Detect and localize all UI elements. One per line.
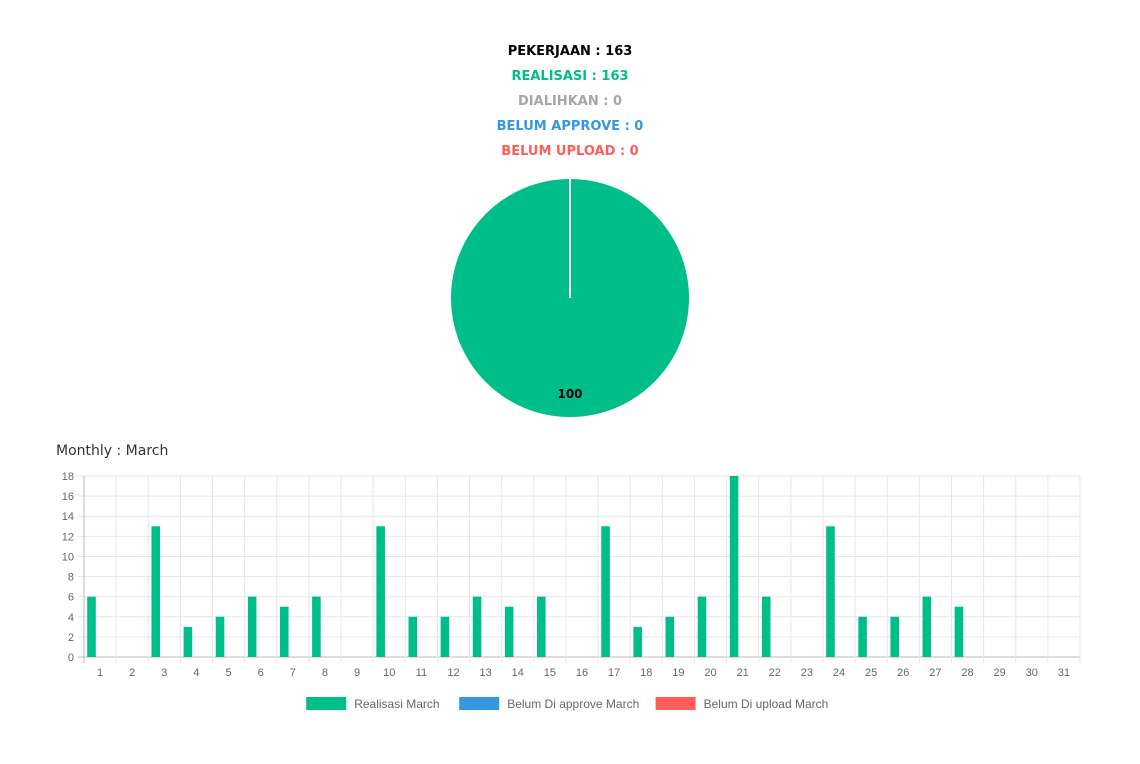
bar [697,596,707,657]
y-tick-label: 0 [68,652,74,664]
x-tick-label: 31 [1058,667,1070,679]
legend-swatch[interactable] [459,697,500,710]
x-tick-label: 14 [512,667,524,679]
legend-label[interactable]: Belum Di upload March [704,697,829,711]
x-tick-label: 3 [161,667,167,679]
y-tick-label: 10 [62,551,74,563]
y-tick-label: 12 [62,531,74,543]
summary-block: PEKERJAAN : 163 REALISASI : 163 DIALIHKA… [0,42,1140,167]
legend-label[interactable]: Realisasi March [354,697,439,711]
y-tick-label: 4 [68,612,74,624]
x-tick-label: 11 [416,667,427,679]
x-tick-label: 19 [672,667,684,679]
bar [376,526,385,657]
bar [440,616,450,657]
bar [665,616,675,657]
bar [761,596,771,657]
y-tick-label: 8 [68,572,74,584]
legend-swatch[interactable] [655,697,696,710]
bar [826,526,835,657]
y-tick-label: 18 [62,471,74,483]
dialihkan-total: DIALIHKAN : 0 [518,94,622,109]
bar [890,616,900,657]
y-tick-label: 16 [62,491,74,503]
pekerjaan-total: PEKERJAAN : 163 [507,44,633,59]
y-tick-label: 2 [68,632,74,644]
x-tick-label: 7 [290,667,296,679]
bar [504,606,514,657]
bar [279,606,289,657]
x-tick-label: 24 [833,667,845,679]
realisasi-total: REALISASI : 163 [511,69,629,84]
monthly-title: Monthly : March [56,443,169,459]
bar [312,596,321,657]
legend-swatch[interactable] [306,697,347,710]
pie-data-label: 100 [557,387,582,401]
x-tick-label: 1 [97,667,103,679]
x-tick-label: 29 [994,667,1006,679]
x-tick-label: 26 [897,667,909,679]
bar [472,596,482,657]
bar [601,526,610,657]
x-tick-label: 8 [322,667,328,679]
x-tick-label: 13 [479,667,491,679]
x-tick-label: 27 [929,667,941,679]
x-tick-label: 20 [704,667,716,679]
bar [87,596,96,657]
y-tick-label: 6 [68,592,74,604]
bar [537,596,546,657]
bar [858,616,867,657]
x-tick-label: 18 [640,667,652,679]
x-tick-label: 2 [129,667,135,679]
x-tick-label: 5 [226,667,232,679]
pie-chart: 100 [451,179,689,417]
x-tick-label: 22 [769,667,781,679]
x-tick-label: 10 [383,667,395,679]
bar [954,606,964,657]
x-tick-label: 21 [737,667,749,679]
x-tick-label: 28 [961,667,973,679]
y-tick-label: 14 [62,511,74,523]
x-tick-label: 16 [576,667,588,679]
x-tick-label: 12 [447,667,459,679]
x-tick-label: 4 [193,667,199,679]
legend-label[interactable]: Belum Di approve March [507,697,639,711]
belum-upload-total: BELUM UPLOAD : 0 [501,144,639,159]
bar [729,476,739,657]
x-tick-label: 25 [865,667,877,679]
bar [922,596,932,657]
bar [215,616,225,657]
bar [247,596,257,657]
belum-approve-total: BELUM APPROVE : 0 [496,119,644,134]
bar [183,626,193,657]
bar [408,616,418,657]
x-tick-label: 17 [608,667,620,679]
x-tick-label: 6 [258,667,264,679]
bar [151,526,161,657]
x-tick-label: 15 [544,667,556,679]
x-tick-label: 30 [1026,667,1038,679]
x-tick-label: 23 [801,667,813,679]
x-tick-label: 9 [354,667,360,679]
bar [633,626,642,657]
